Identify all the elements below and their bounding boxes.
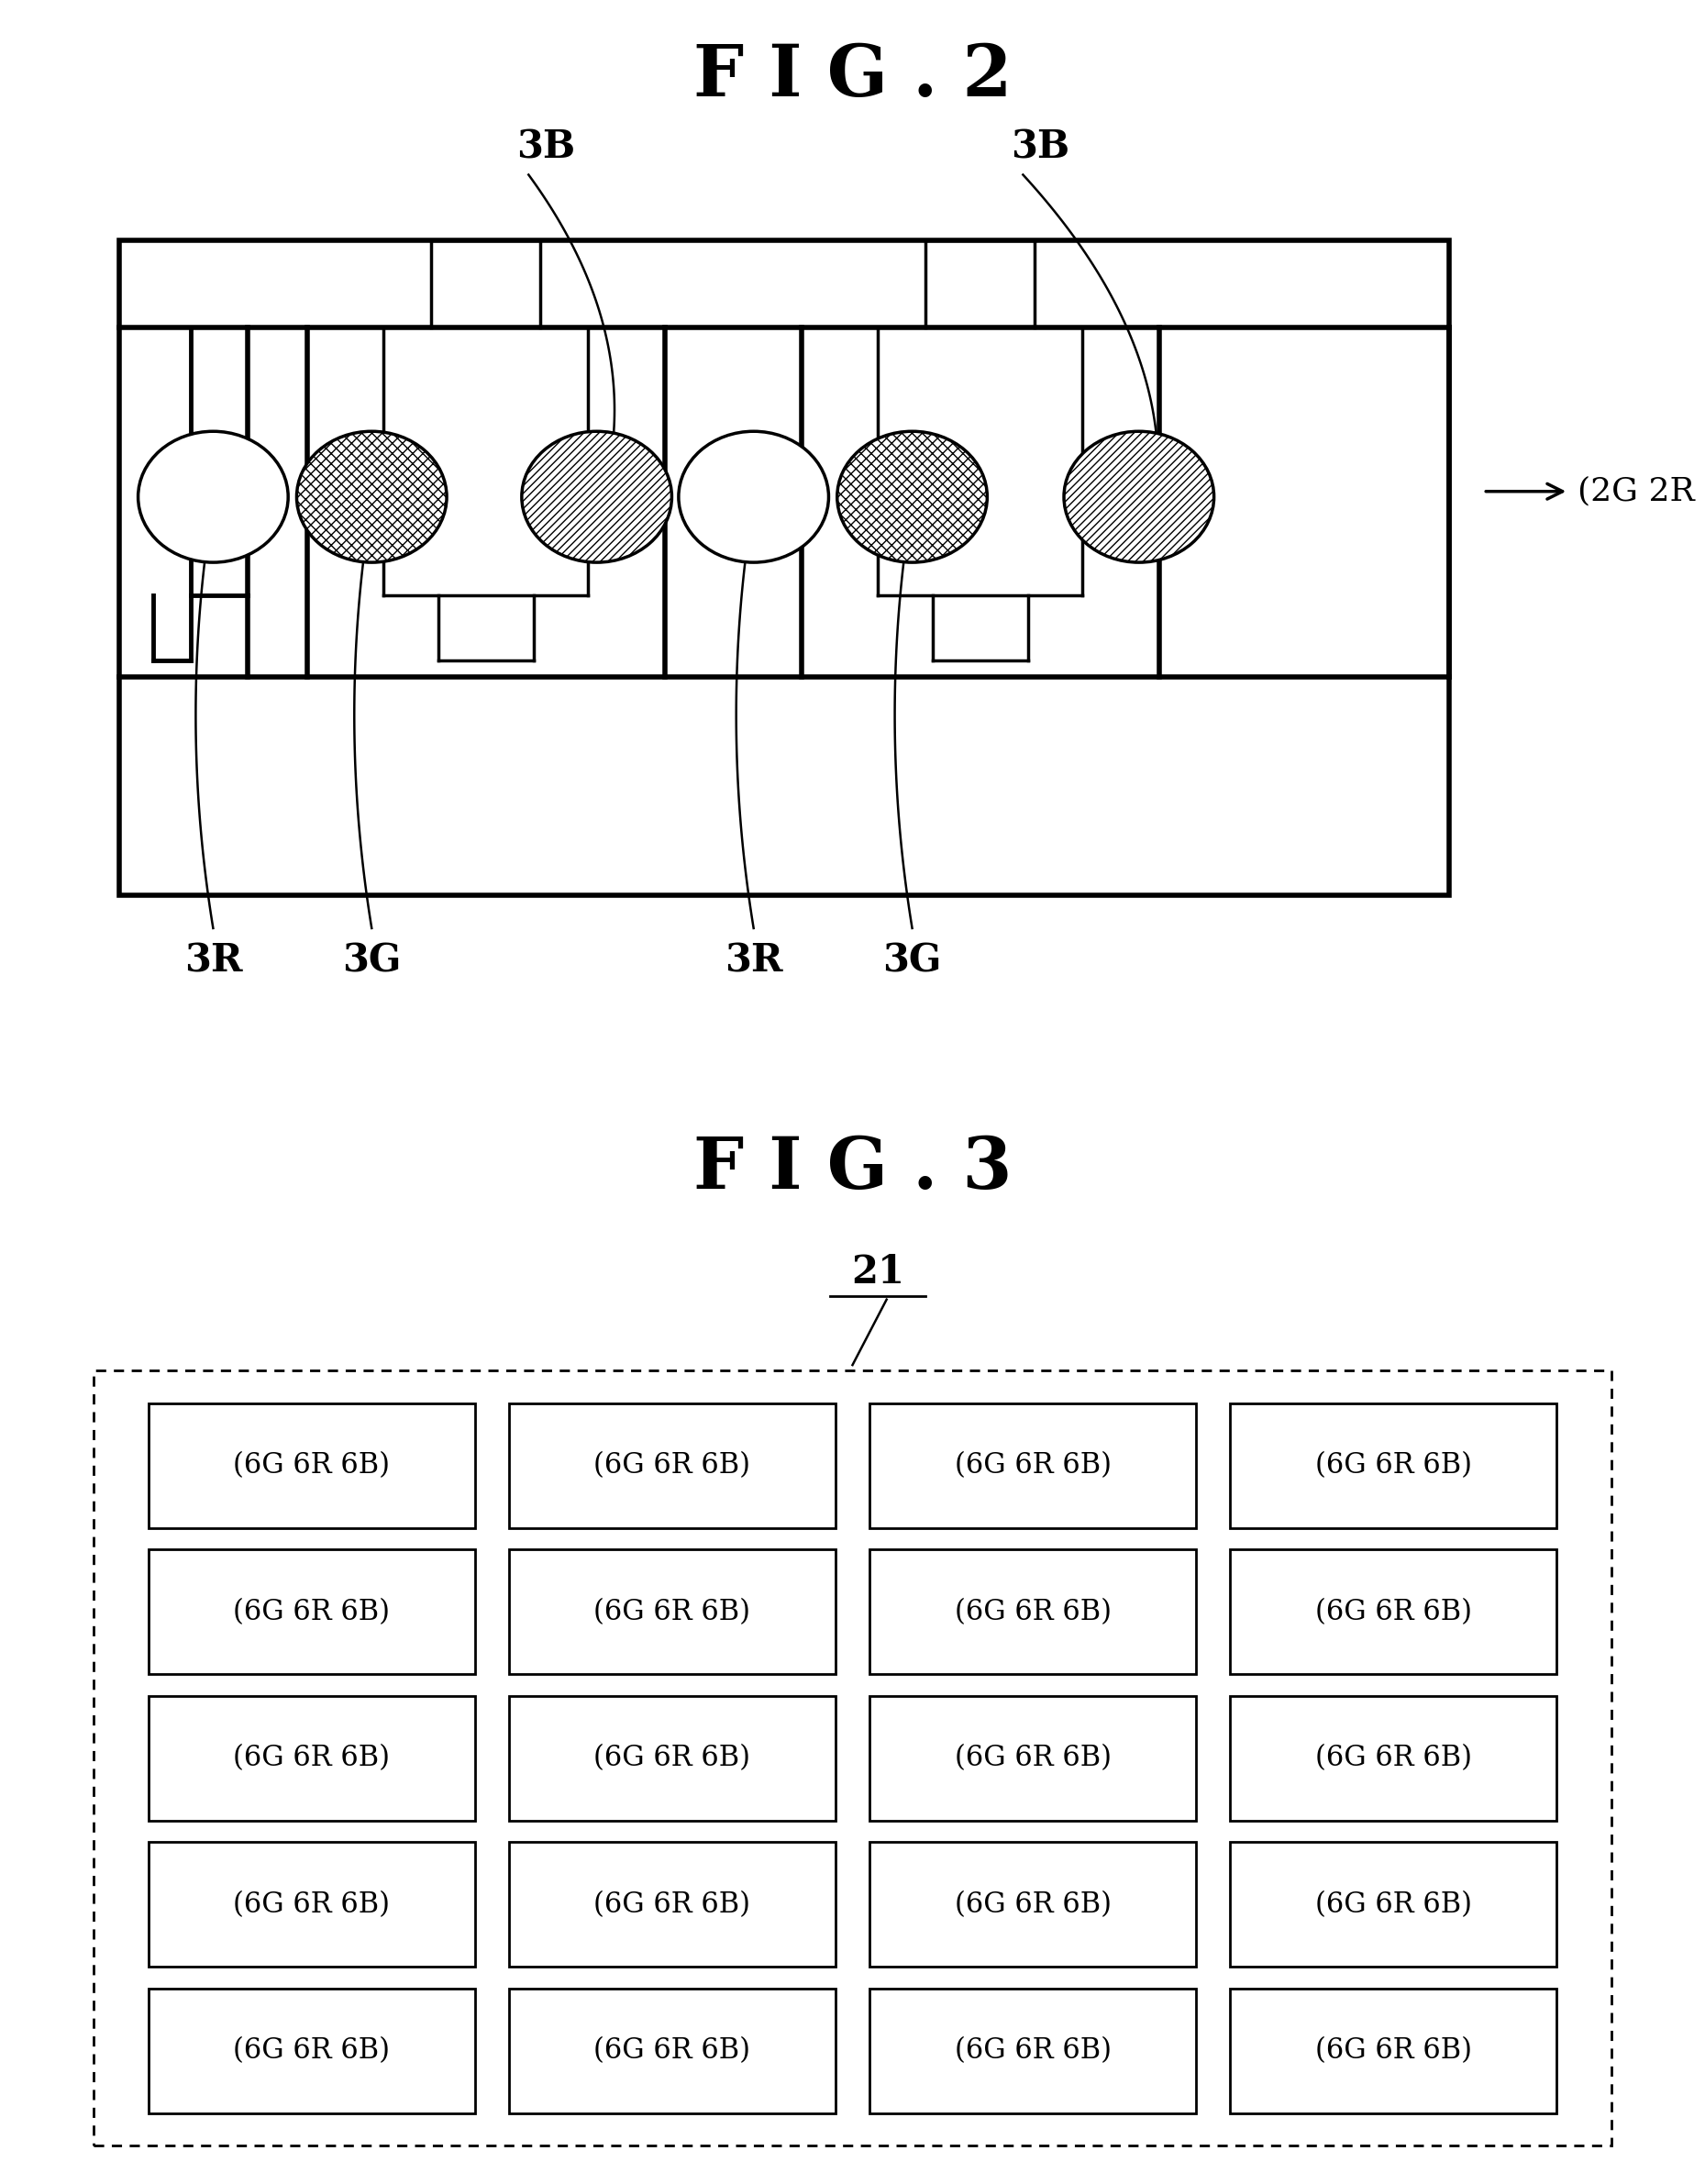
Bar: [870, 1841, 1195, 1966]
Bar: [1229, 1987, 1557, 2114]
Text: (6G 6R 6B): (6G 6R 6B): [1315, 2035, 1471, 2066]
Ellipse shape: [1064, 430, 1214, 561]
Bar: [119, 240, 1449, 895]
Text: (6G 6R 6B): (6G 6R 6B): [955, 1743, 1112, 1773]
Bar: [148, 1548, 474, 1673]
Bar: [1229, 1402, 1557, 1529]
Text: F I G . 2: F I G . 2: [694, 41, 1011, 111]
Bar: [508, 1548, 835, 1673]
Text: 3B: 3B: [517, 129, 575, 166]
Text: (6G 6R 6B): (6G 6R 6B): [1315, 1889, 1471, 1920]
Bar: [870, 1987, 1195, 2114]
Bar: [148, 1402, 474, 1529]
Text: (6G 6R 6B): (6G 6R 6B): [593, 1743, 750, 1773]
Text: (6G 6R 6B): (6G 6R 6B): [593, 1597, 750, 1627]
Text: 21: 21: [851, 1254, 905, 1291]
Bar: [94, 1372, 1611, 2145]
Bar: [148, 1987, 474, 2114]
Text: (6G 6R 6B): (6G 6R 6B): [593, 2035, 750, 2066]
Text: (6G 6R 6B): (6G 6R 6B): [234, 1743, 390, 1773]
Ellipse shape: [522, 430, 672, 561]
Text: (6G 6R 6B): (6G 6R 6B): [234, 2035, 390, 2066]
Text: (6G 6R 6B): (6G 6R 6B): [1315, 1597, 1471, 1627]
Text: 3R: 3R: [725, 941, 783, 981]
Text: (6G 6R 6B): (6G 6R 6B): [593, 1889, 750, 1920]
Ellipse shape: [679, 430, 829, 561]
Ellipse shape: [138, 430, 288, 561]
Text: (6G 6R 6B): (6G 6R 6B): [955, 2035, 1112, 2066]
Ellipse shape: [297, 430, 447, 561]
Text: (6G 6R 6B): (6G 6R 6B): [1315, 1450, 1471, 1481]
Text: (2G 2R 2B): (2G 2R 2B): [1577, 476, 1705, 507]
Bar: [508, 1402, 835, 1529]
Text: (6G 6R 6B): (6G 6R 6B): [234, 1597, 390, 1627]
Text: (6G 6R 6B): (6G 6R 6B): [955, 1597, 1112, 1627]
Bar: [870, 1548, 1195, 1673]
Text: 3B: 3B: [1011, 129, 1069, 166]
Text: (6G 6R 6B): (6G 6R 6B): [234, 1889, 390, 1920]
Bar: [870, 1695, 1195, 1821]
Bar: [508, 1695, 835, 1821]
Text: (6G 6R 6B): (6G 6R 6B): [955, 1450, 1112, 1481]
Bar: [1229, 1841, 1557, 1966]
Text: (6G 6R 6B): (6G 6R 6B): [1315, 1743, 1471, 1773]
Bar: [148, 1841, 474, 1966]
Bar: [1229, 1548, 1557, 1673]
Text: F I G . 3: F I G . 3: [694, 1133, 1011, 1203]
Bar: [1229, 1695, 1557, 1821]
Bar: [508, 1987, 835, 2114]
Bar: [148, 1695, 474, 1821]
Ellipse shape: [837, 430, 987, 561]
Text: 3G: 3G: [343, 941, 401, 981]
Text: (6G 6R 6B): (6G 6R 6B): [955, 1889, 1112, 1920]
Text: 3G: 3G: [883, 941, 941, 981]
Text: (6G 6R 6B): (6G 6R 6B): [593, 1450, 750, 1481]
Text: 3R: 3R: [184, 941, 242, 981]
Bar: [870, 1402, 1195, 1529]
Text: (6G 6R 6B): (6G 6R 6B): [234, 1450, 390, 1481]
Bar: [508, 1841, 835, 1966]
